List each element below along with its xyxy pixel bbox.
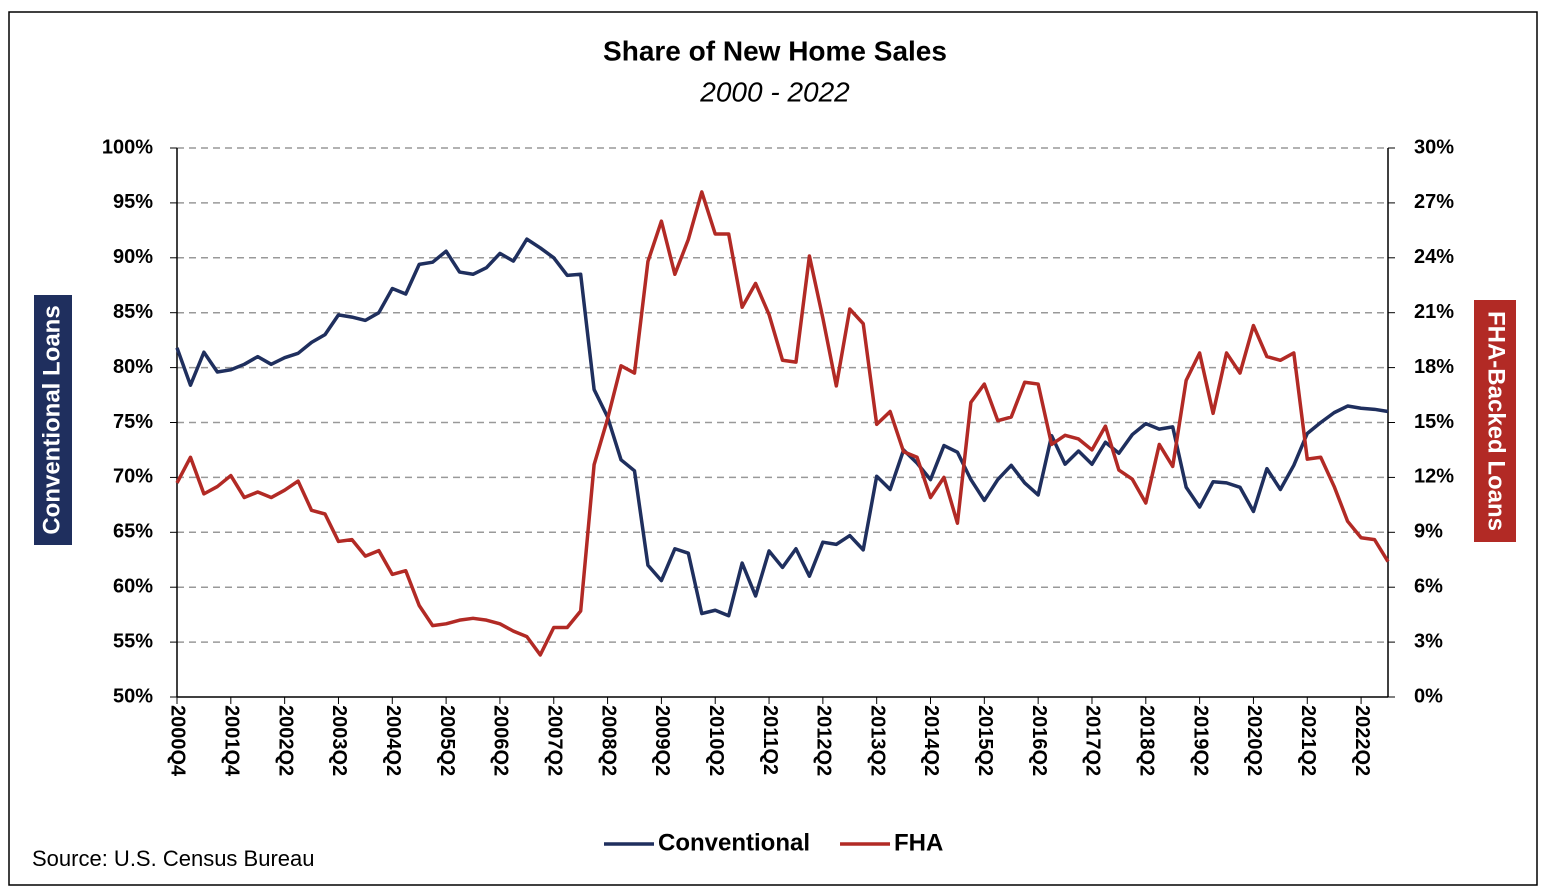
x-tick-label: 2009Q2	[651, 705, 673, 776]
frame	[8, 11, 1538, 886]
y2-tick-label: 12%	[1414, 466, 1454, 488]
chart-subtitle: 2000 - 2022	[699, 76, 850, 107]
y-tick-label: 55%	[113, 630, 153, 652]
y-tick-label: 70%	[113, 466, 153, 488]
x-tick-label: 2000Q4	[167, 705, 189, 777]
x-tick-label: 2001Q4	[221, 705, 243, 777]
x-tick-label: 2003Q2	[328, 705, 350, 776]
y-tick-label: 75%	[113, 411, 153, 433]
y-tick-label: 85%	[113, 301, 153, 323]
y-tick-label: 95%	[113, 191, 153, 213]
x-tick-label: 2004Q2	[382, 705, 404, 776]
x-tick-label: 2014Q2	[920, 705, 942, 776]
x-tick-label: 2010Q2	[705, 705, 727, 776]
source-note: Source: U.S. Census Bureau	[32, 846, 314, 871]
y2-tick-label: 24%	[1414, 246, 1454, 268]
series-line	[175, 190, 1390, 657]
legend-label: Conventional	[658, 829, 810, 856]
y2-tick-label: 30%	[1414, 136, 1454, 158]
x-tick-label: 2007Q2	[543, 705, 565, 776]
x-tick-label: 2012Q2	[813, 705, 835, 776]
x-tick-label: 2017Q2	[1082, 705, 1104, 776]
series-line	[175, 237, 1389, 618]
y-tick-label: 65%	[113, 521, 153, 543]
x-tick-label: 2002Q2	[274, 705, 296, 776]
x-tick-label: 2011Q2	[759, 705, 781, 775]
y2-tick-label: 21%	[1414, 301, 1454, 323]
x-tick-label: 2006Q2	[490, 705, 512, 776]
y-tick-label: 80%	[113, 356, 153, 378]
x-tick-label: 2008Q2	[597, 705, 619, 776]
y-label-box	[34, 295, 72, 545]
y2-tick-label: 0%	[1414, 685, 1443, 707]
x-tick-label: 2016Q2	[1028, 705, 1050, 776]
y2-tick-label: 15%	[1414, 411, 1454, 433]
x-tick-label: 2005Q2	[436, 705, 458, 776]
y2-label-box	[1474, 300, 1516, 542]
x-tick-label: 2018Q2	[1136, 705, 1158, 776]
y2-tick-label: 9%	[1414, 521, 1443, 543]
y2-axis-label: FHA-Backed Loans	[1483, 311, 1510, 531]
x-tick-label: 2015Q2	[974, 705, 996, 776]
y2-tick-label: 6%	[1414, 575, 1443, 597]
x-tick-label: 2020Q2	[1243, 705, 1265, 776]
y-tick-label: 50%	[113, 685, 153, 707]
y-axis-label: Conventional Loans	[38, 305, 65, 534]
x-tick-label: 2021Q2	[1297, 705, 1319, 776]
y-tick-label: 90%	[113, 246, 153, 268]
y-tick-label: 60%	[113, 575, 153, 597]
legend-label: FHA	[894, 829, 943, 856]
y2-tick-label: 27%	[1414, 191, 1454, 213]
x-tick-label: 2019Q2	[1189, 705, 1211, 776]
x-tick-label: 2013Q2	[866, 705, 888, 776]
y-tick-label: 100%	[102, 136, 153, 158]
chart-title: Share of New Home Sales	[603, 35, 947, 66]
y2-tick-label: 18%	[1414, 356, 1454, 378]
y2-tick-label: 3%	[1414, 630, 1443, 652]
x-tick-label: 2022Q2	[1351, 705, 1373, 776]
